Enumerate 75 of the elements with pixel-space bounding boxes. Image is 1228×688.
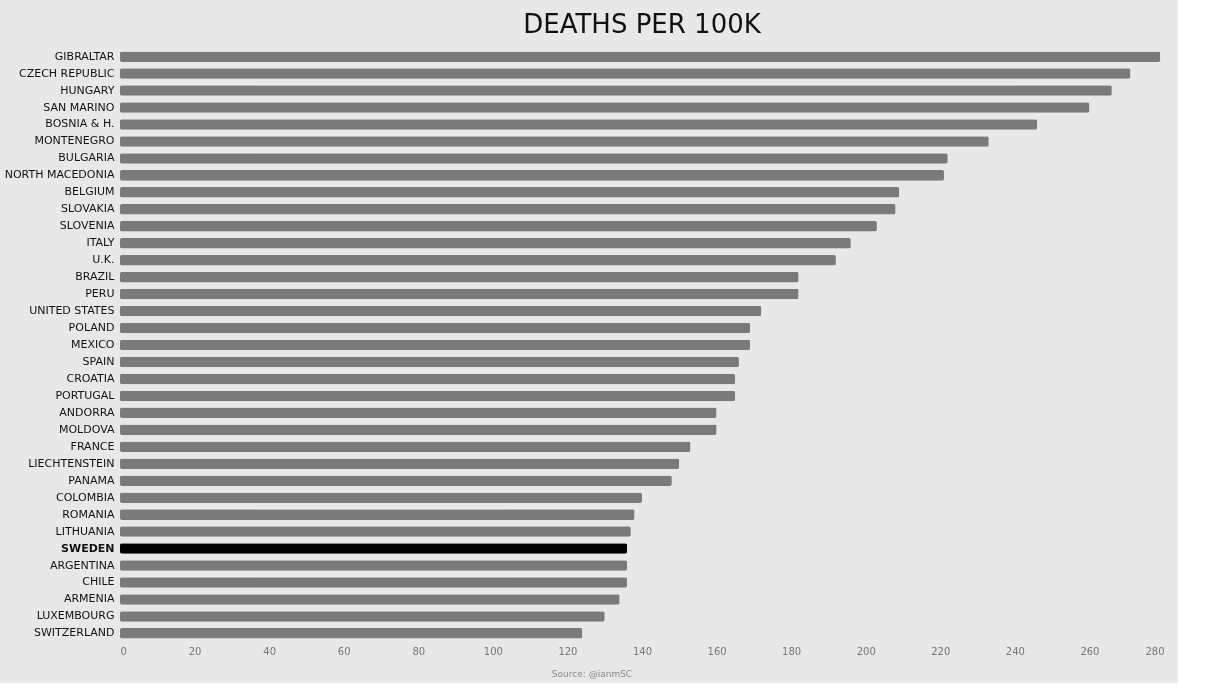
y-tick-label: SLOVENIA	[59, 219, 115, 233]
y-tick-label: PORTUGAL	[55, 388, 116, 402]
y-tick-label: HUNGARY	[60, 83, 115, 97]
bar	[120, 407, 717, 419]
x-tick-label: 160	[707, 645, 727, 657]
x-tick-label: 220	[931, 645, 951, 657]
y-tick-label: CROATIA	[66, 371, 115, 385]
y-tick-label: FRANCE	[70, 439, 115, 453]
y-tick-label: ANDORRA	[59, 405, 115, 419]
y-tick-label: BULGARIA	[58, 151, 115, 165]
bar	[120, 288, 799, 300]
bar	[120, 441, 691, 453]
y-tick-label: MEXICO	[70, 338, 115, 351]
bar	[120, 628, 583, 639]
bar	[120, 254, 836, 266]
x-tick-label: 200	[856, 645, 876, 657]
y-tick-label: U.K.	[92, 253, 115, 267]
x-tick-label: 60	[337, 645, 351, 657]
x-tick-label: 80	[412, 645, 426, 657]
y-tick-label: BELGIUM	[64, 185, 115, 199]
y-tick-label: BOSNIA & H.	[45, 117, 115, 131]
y-tick-label: ARMENIA	[63, 592, 115, 606]
x-tick-label: 180	[782, 645, 802, 657]
y-tick-label: POLAND	[68, 321, 115, 335]
x-tick-label: 120	[558, 645, 578, 657]
y-tick-label: SWITZERLAND	[33, 626, 115, 640]
bar	[120, 170, 945, 181]
y-tick-label: LIECHTENSTEIN	[28, 456, 115, 470]
chart-title: DEATHS PER 100K	[523, 9, 762, 39]
bar	[120, 339, 751, 351]
x-tick-label: 100	[483, 645, 503, 657]
x-tick-label: 240	[1005, 645, 1025, 657]
bar	[120, 221, 877, 232]
bar	[120, 509, 635, 520]
bar	[120, 322, 751, 334]
bar	[120, 458, 680, 469]
y-tick-label: SPAIN	[82, 354, 115, 368]
y-tick-label: COLOMBIA	[55, 490, 115, 504]
y-tick-label: CHILE	[82, 575, 115, 589]
bar	[120, 373, 736, 385]
y-tick-label: SLOVAKIA	[60, 202, 115, 216]
y-tick-label: UNITED STATES	[29, 304, 115, 318]
source-note: Source: @ianmSC	[551, 669, 633, 679]
y-tick-label: ARGENTINA	[49, 558, 115, 572]
x-tick-label: 280	[1145, 645, 1165, 657]
x-tick-label: 40	[263, 645, 277, 657]
bar	[120, 51, 1161, 62]
y-tick-label: LUXEMBOURG	[36, 609, 115, 623]
bar	[120, 390, 736, 402]
y-tick-label: LITHUANIA	[55, 524, 115, 538]
bar	[120, 475, 672, 486]
bar	[120, 204, 896, 215]
bar	[120, 424, 717, 436]
x-tick-label: 20	[188, 645, 202, 657]
bar	[120, 356, 739, 368]
y-tick-label: GIBRALTAR	[54, 49, 115, 63]
y-tick-label: MONTENEGRO	[34, 134, 115, 148]
y-tick-label: ITALY	[86, 236, 115, 250]
y-tick-label: SWEDEN	[61, 541, 115, 555]
x-tick-label: 0	[120, 645, 127, 657]
y-tick-label: NORTH MACEDONIA	[4, 168, 115, 182]
y-tick-label: ROMANIA	[62, 507, 115, 521]
bar	[120, 492, 642, 503]
y-tick-label: SAN MARINO	[43, 100, 115, 114]
bar	[120, 237, 851, 249]
y-tick-label: MOLDOVA	[58, 422, 115, 436]
y-tick-label: CZECH REPUBLIC	[19, 66, 115, 80]
y-tick-label: PERU	[85, 287, 115, 301]
y-tick-label: PANAMA	[68, 473, 115, 487]
y-tick-label: BRAZIL	[75, 270, 116, 284]
bar	[120, 305, 762, 317]
x-tick-label: 260	[1080, 645, 1100, 657]
bar	[120, 271, 799, 283]
bar	[120, 187, 900, 198]
x-tick-label: 140	[632, 645, 653, 657]
